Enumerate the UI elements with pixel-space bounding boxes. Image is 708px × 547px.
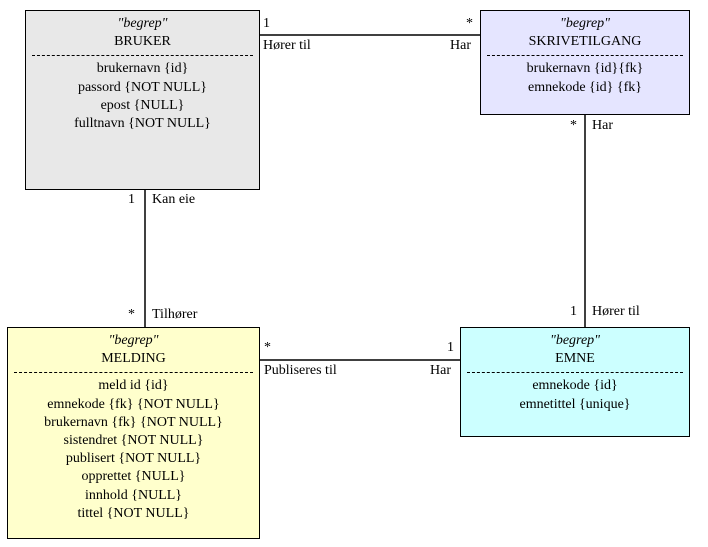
entity-bruker-attr-3: fulltnavn {NOT NULL}	[32, 115, 253, 133]
entity-melding-stereotype: "begrep"	[14, 332, 253, 350]
entity-melding-attr-7: tittel {NOT NULL}	[14, 505, 253, 523]
edge-3-label-0: *	[264, 340, 271, 356]
entity-melding-divider	[14, 372, 253, 373]
edge-1-label-3: Hører til	[592, 304, 640, 320]
entity-skrivetilgang-name: SKRIVETILGANG	[487, 33, 683, 51]
edge-3-label-3: Har	[430, 363, 451, 379]
entity-bruker: "begrep"BRUKER brukernavn {id}passord {NO…	[25, 10, 260, 190]
entity-melding-attr-6: innhold {NULL}	[14, 487, 253, 505]
entity-bruker-name: BRUKER	[32, 33, 253, 51]
edge-0-label-1: *	[466, 16, 473, 32]
entity-melding-attr-2: brukernavn {fk} {NOT NULL}	[14, 414, 253, 432]
entity-bruker-attr-2: epost {NULL}	[32, 97, 253, 115]
entity-emne-attr-1: emnetittel {unique}	[467, 396, 683, 414]
edge-2-label-0: 1	[128, 192, 135, 208]
entity-bruker-stereotype: "begrep"	[32, 15, 253, 33]
entity-melding-name: MELDING	[14, 350, 253, 368]
edge-1-label-1: Har	[592, 118, 613, 134]
entity-skrivetilgang: "begrep"SKRIVETILGANG brukernavn {id}{fk}…	[480, 10, 690, 115]
entity-melding-attr-0: meld id {id}	[14, 377, 253, 395]
entity-melding: "begrep"MELDING meld id {id}emnekode {fk}…	[7, 327, 260, 539]
entity-bruker-divider	[32, 55, 253, 56]
entity-melding-attr-5: opprettet {NULL}	[14, 468, 253, 486]
edge-2-label-2: *	[128, 307, 135, 323]
entity-melding-attr-1: emnekode {fk} {NOT NULL}	[14, 396, 253, 414]
edge-1-label-2: 1	[570, 304, 577, 320]
edge-3-label-1: 1	[447, 340, 454, 356]
entity-emne-attr-0: emnekode {id}	[467, 377, 683, 395]
entity-emne-stereotype: "begrep"	[467, 332, 683, 350]
edge-0-label-0: 1	[263, 16, 270, 32]
entity-melding-attr-3: sistendret {NOT NULL}	[14, 432, 253, 450]
entity-emne: "begrep"EMNE emnekode {id}emnetittel {uni…	[460, 327, 690, 437]
entity-skrivetilgang-stereotype: "begrep"	[487, 15, 683, 33]
entity-melding-attr-4: publisert {NOT NULL}	[14, 450, 253, 468]
entity-skrivetilgang-attr-0: brukernavn {id}{fk}	[487, 60, 683, 78]
entity-skrivetilgang-divider	[487, 55, 683, 56]
entity-emne-divider	[467, 372, 683, 373]
entity-bruker-attr-1: passord {NOT NULL}	[32, 79, 253, 97]
edge-0-label-2: Hører til	[263, 38, 311, 54]
entity-bruker-attr-0: brukernavn {id}	[32, 60, 253, 78]
entity-skrivetilgang-attr-1: emnekode {id} {fk}	[487, 79, 683, 97]
edge-2-label-3: Tilhører	[152, 307, 197, 323]
edge-3-label-2: Publiseres til	[264, 363, 337, 379]
entity-emne-name: EMNE	[467, 350, 683, 368]
edge-0-label-3: Har	[450, 38, 471, 54]
edge-2-label-1: Kan eie	[152, 192, 195, 208]
edge-1-label-0: *	[570, 118, 577, 134]
